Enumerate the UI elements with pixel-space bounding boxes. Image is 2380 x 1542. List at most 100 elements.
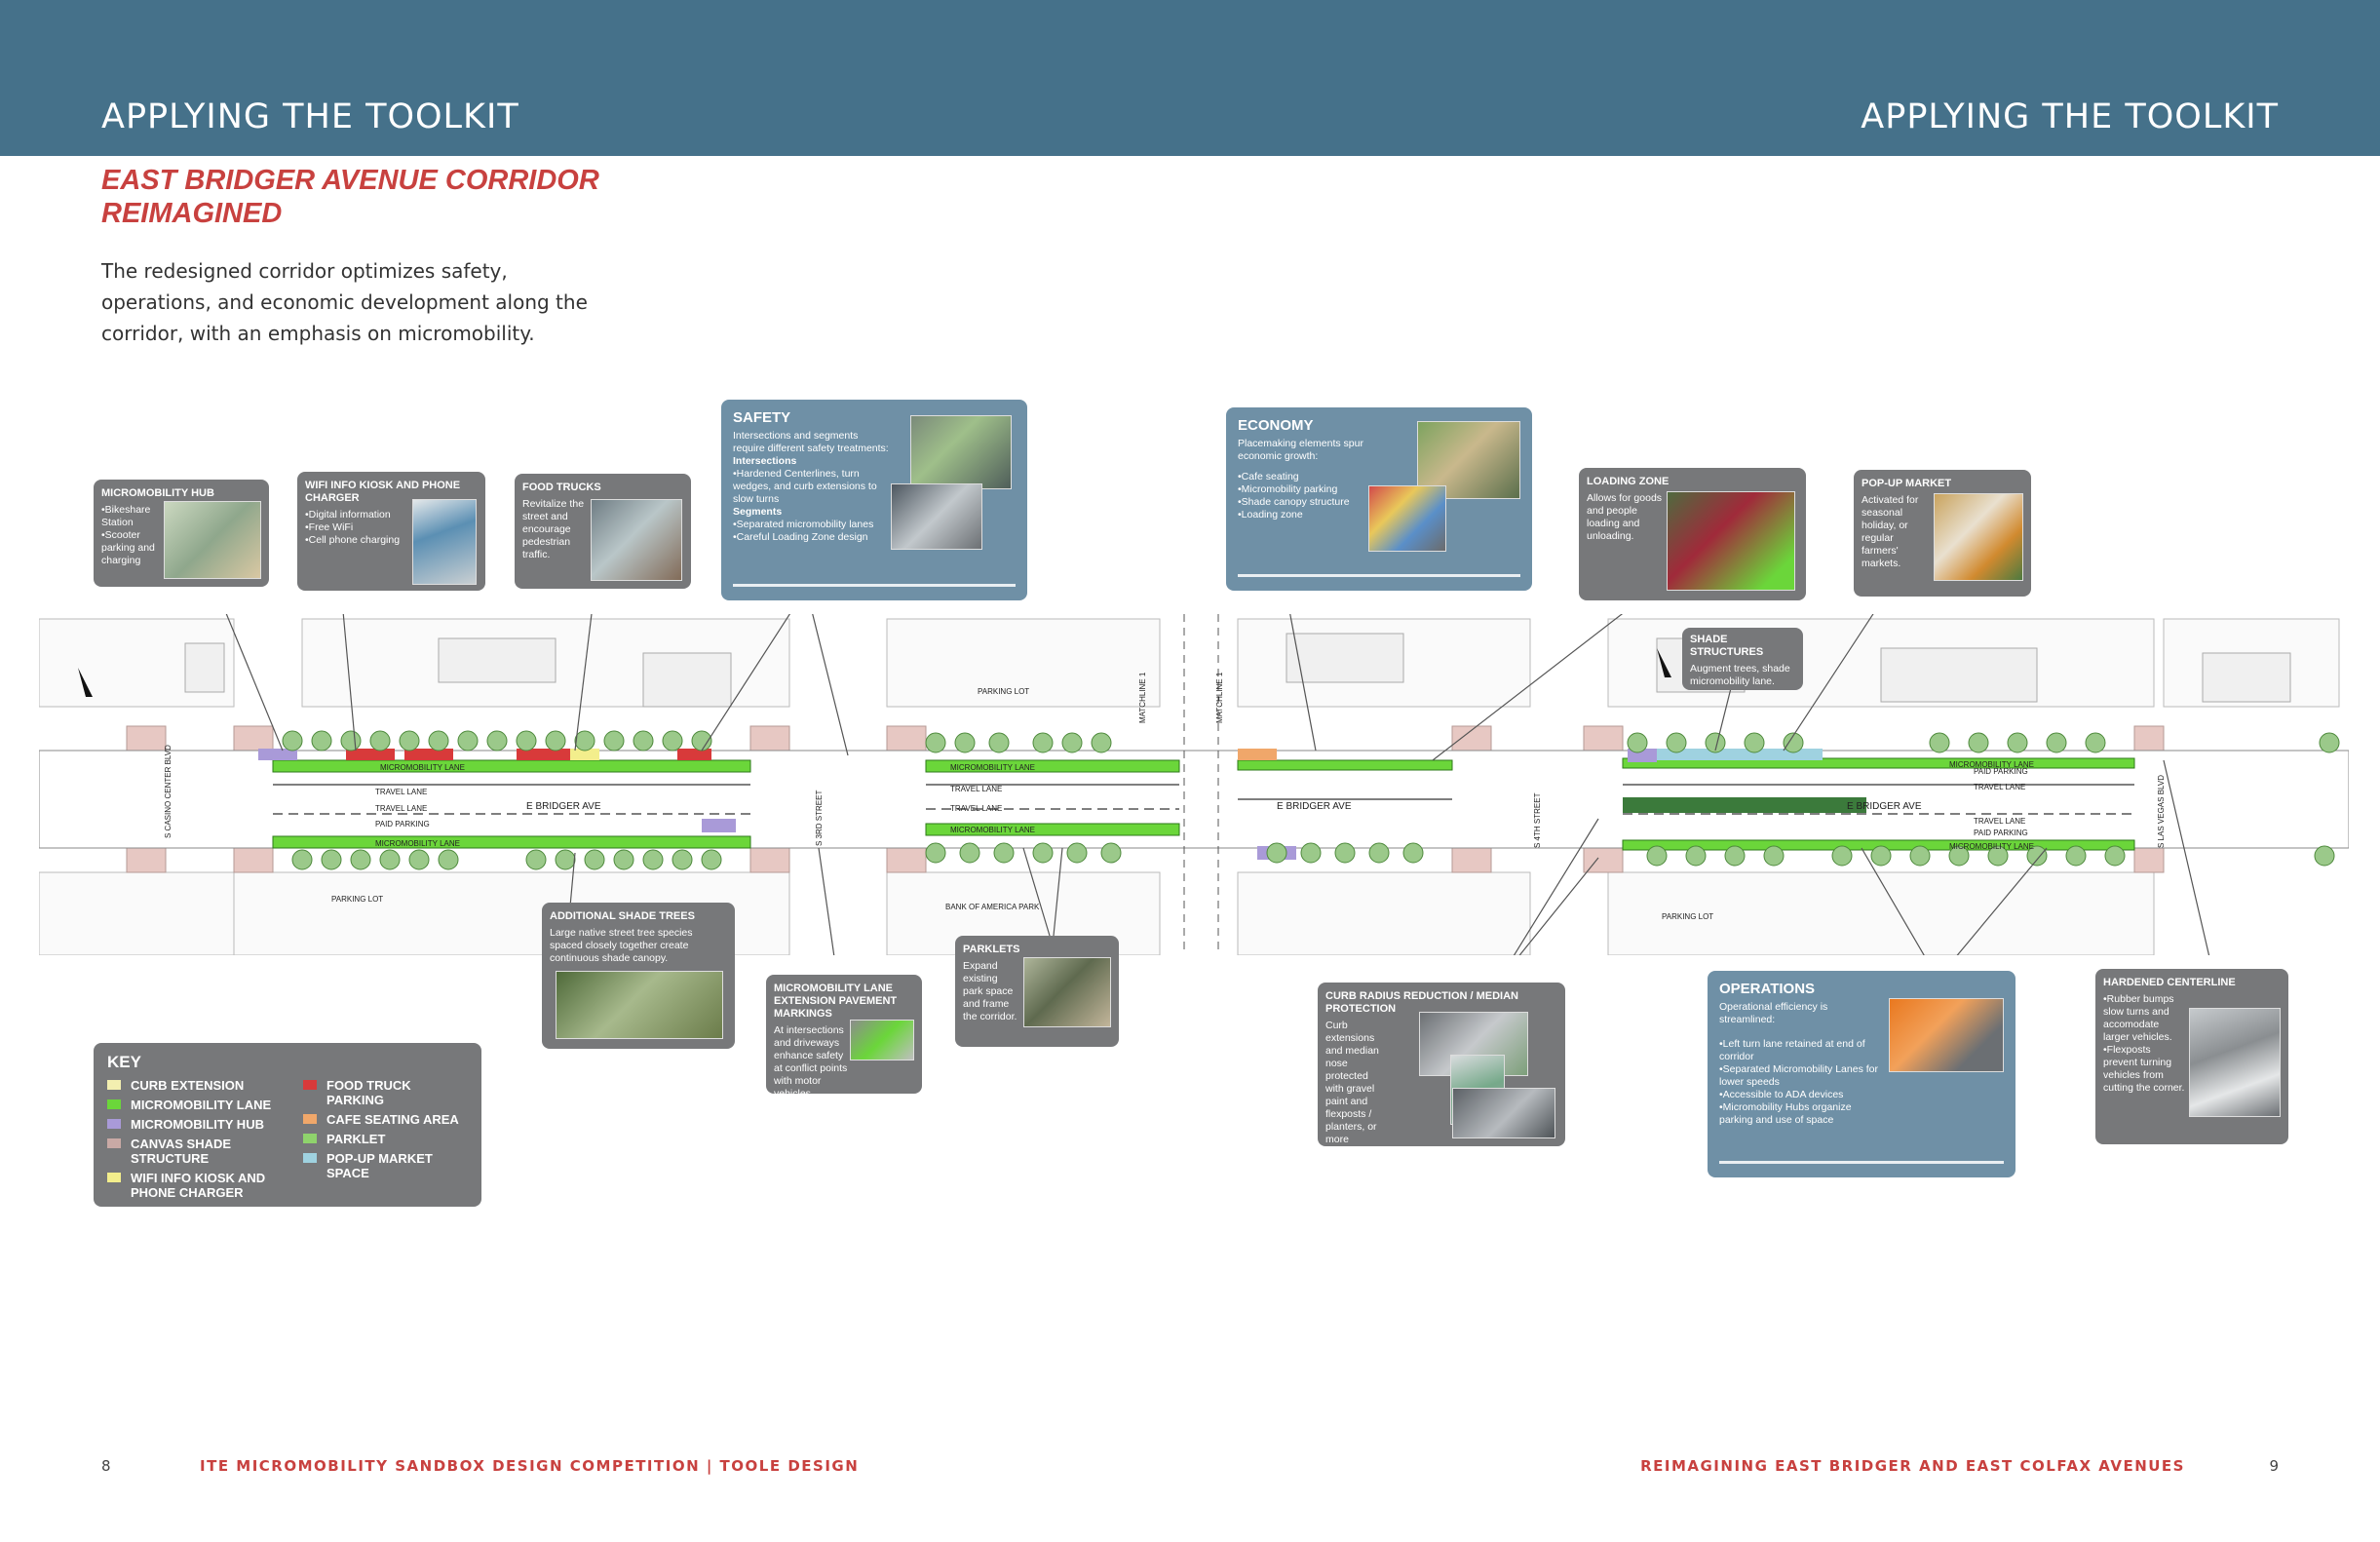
callout-loading-zone: LOADING ZONE Allows for goods and people… [1579, 468, 1806, 600]
key-swatch [303, 1134, 317, 1143]
callout-line: •Careful Loading Zone design [733, 531, 868, 543]
map-label-paid-parking-2: PAID PARKING [1974, 767, 2028, 776]
callout-title: POP-UP MARKET [1862, 478, 1952, 489]
corridor-plan-map: MICROMOBILITY LANE TRAVEL LANE TRAVEL LA… [39, 614, 2349, 955]
map-label-bank-park: BANK OF AMERICA PARK [945, 903, 1040, 911]
callout-underline [1238, 574, 1520, 577]
callout-intro: Operational efficiency is streamlined: [1719, 1001, 1828, 1025]
key-label: CANVAS SHADE STRUCTURE [131, 1137, 232, 1166]
map-label-travel-lane-6: TRAVEL LANE [1974, 817, 2025, 826]
map-label-paid-parking-3: PAID PARKING [1974, 829, 2028, 837]
map-label-travel-lane-1: TRAVEL LANE [375, 788, 427, 796]
safety-photo-1 [910, 415, 1012, 489]
header-right-title: APPLYING THE TOOLKIT [1861, 97, 2279, 136]
map-label-mm-lane-5: MICROMOBILITY LANE [1949, 760, 2034, 769]
food-truck-photo [591, 499, 682, 581]
callout-text: Curb extensions and median nose protecte… [1325, 1020, 1379, 1145]
map-label-street-3: E BRIDGER AVE [1847, 801, 1922, 812]
map-label-travel-lane-4: TRAVEL LANE [950, 804, 1002, 813]
callout-underline [733, 584, 1016, 587]
callout-safety: SAFETY Intersections and segments requir… [721, 400, 1027, 600]
key-swatch [303, 1080, 317, 1090]
map-label-mm-lane-1: MICROMOBILITY LANE [380, 763, 465, 772]
north-arrow-icon-1 [78, 668, 93, 697]
economy-photo-2 [1368, 485, 1446, 552]
callout-text: At intersections and driveways enhance s… [774, 1024, 848, 1094]
safety-photo-2 [891, 483, 982, 550]
map-label-street-2: E BRIDGER AVE [1277, 801, 1352, 812]
median [1623, 797, 1866, 813]
kiosk-photo [412, 499, 477, 585]
callout-text: Expand existing park space and frame the… [963, 960, 1017, 1022]
callout-line: •Accessible to ADA devices [1719, 1089, 1844, 1100]
key-label: CURB EXTENSION [131, 1078, 245, 1093]
callout-title: ECONOMY [1238, 417, 1314, 434]
callout-line: •Scooter parking and charging [101, 529, 155, 566]
callout-line: •Micromobility parking [1238, 483, 1338, 495]
callout-title: HARDENED CENTERLINE [2103, 977, 2236, 988]
key-label: POP-UP MARKET SPACE [326, 1151, 433, 1180]
map-label-street-1: E BRIDGER AVE [526, 801, 601, 812]
key-item: CAFE SEATING AREA [303, 1112, 469, 1127]
callout-title: CURB RADIUS REDUCTION / MEDIAN PROTECTIO… [1325, 990, 1518, 1015]
callout-subtitle: Intersections [733, 455, 797, 467]
footer-left-page-number: 8 [101, 1457, 111, 1475]
key-label: MICROMOBILITY LANE [131, 1098, 272, 1112]
key-label: CAFE SEATING AREA [326, 1112, 459, 1127]
map-label-parking-lot-2: PARKING LOT [331, 895, 383, 904]
map-label-mm-lane-2: MICROMOBILITY LANE [375, 839, 460, 848]
map-label-matchline-left: MATCHLINE 1 [1138, 672, 1147, 723]
callout-additional-shade-trees: ADDITIONAL SHADE TREES Large native stre… [542, 903, 735, 1049]
callout-title: PARKLETS [963, 944, 1020, 955]
key-title: KEY [107, 1053, 141, 1071]
callout-title: LOADING ZONE [1587, 476, 1670, 487]
map-label-travel-lane-5: TRAVEL LANE [1974, 783, 2025, 791]
callout-line: •Flexposts prevent turning vehicles from… [2103, 1044, 2185, 1094]
footer-right-text: REIMAGINING EAST BRIDGER AND EAST COLFAX… [1640, 1457, 2185, 1475]
street-trees [282, 730, 2340, 870]
callout-micromobility-hub: MICROMOBILITY HUB •Bikeshare Station •Sc… [94, 480, 269, 587]
map-label-parking-lot-1: PARKING LOT [978, 687, 1029, 696]
key-item: POP-UP MARKET SPACE [303, 1151, 469, 1180]
map-label-s-las-vegas: S LAS VEGAS BLVD [2157, 775, 2166, 848]
callout-wifi-kiosk: WIFI INFO KIOSK AND PHONE CHARGER •Digit… [297, 472, 485, 591]
callout-text: Augment trees, shade micromobility lane. [1690, 663, 1790, 687]
callout-line: •Loading zone [1238, 509, 1303, 520]
callout-operations: OPERATIONS Operational efficiency is str… [1708, 971, 2015, 1177]
key-swatch [107, 1138, 121, 1148]
callout-line: •Rubber bumps slow turns and accomodate … [2103, 993, 2174, 1043]
key-swatch [107, 1099, 121, 1109]
map-label-s-4th: S 4TH STREET [1533, 792, 1542, 848]
key-column-right: FOOD TRUCK PARKING CAFE SEATING AREA PAR… [303, 1078, 469, 1185]
key-label: PARKLET [326, 1132, 386, 1146]
callout-title: SAFETY [733, 409, 791, 426]
callout-line: •Cafe seating [1238, 471, 1299, 482]
callout-line: •Digital information [305, 509, 391, 520]
bikeshare-photo [1889, 998, 2004, 1072]
callout-line: •Cell phone charging [305, 534, 401, 546]
shade-trees-photo [556, 971, 723, 1039]
map-label-mm-lane-4: MICROMOBILITY LANE [950, 826, 1035, 834]
map-label-mm-lane-3: MICROMOBILITY LANE [950, 763, 1035, 772]
callout-title: WIFI INFO KIOSK AND PHONE CHARGER [305, 480, 461, 504]
callout-line: •Left turn lane retained at end of corri… [1719, 1038, 1865, 1062]
callout-line: •Bikeshare Station [101, 504, 151, 528]
key-item: WIFI INFO KIOSK AND PHONE CHARGER [107, 1171, 292, 1200]
callout-mm-lane-extension: MICROMOBILITY LANE EXTENSION PAVEMENT MA… [766, 975, 922, 1094]
callout-subtitle: Segments [733, 506, 783, 518]
callout-line: •Free WiFi [305, 521, 354, 533]
callout-parklets: PARKLETS Expand existing park space and … [955, 936, 1119, 1047]
key-swatch [107, 1119, 121, 1129]
key-swatch [107, 1080, 121, 1090]
key-column-left: CURB EXTENSION MICROMOBILITY LANE MICROM… [107, 1078, 292, 1205]
callout-line: •Hardened Centerlines, turn wedges, and … [733, 468, 877, 505]
header-left-title: APPLYING THE TOOLKIT [101, 97, 519, 136]
callout-underline [1719, 1161, 2004, 1164]
map-label-parking-lot-3: PARKING LOT [1662, 912, 1713, 921]
centerline-photo [2189, 1008, 2281, 1117]
key-label: WIFI INFO KIOSK AND PHONE CHARGER [131, 1171, 266, 1200]
callout-title: MICROMOBILITY HUB [101, 487, 214, 499]
key-item: FOOD TRUCK PARKING [303, 1078, 469, 1107]
callout-line: •Separated micromobility lanes [733, 519, 874, 530]
callout-text: Revitalize the street and encourage pede… [522, 498, 585, 560]
